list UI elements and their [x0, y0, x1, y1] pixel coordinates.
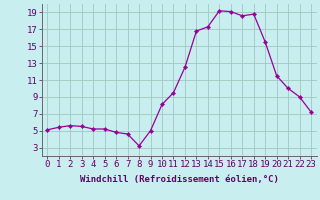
X-axis label: Windchill (Refroidissement éolien,°C): Windchill (Refroidissement éolien,°C) [80, 175, 279, 184]
